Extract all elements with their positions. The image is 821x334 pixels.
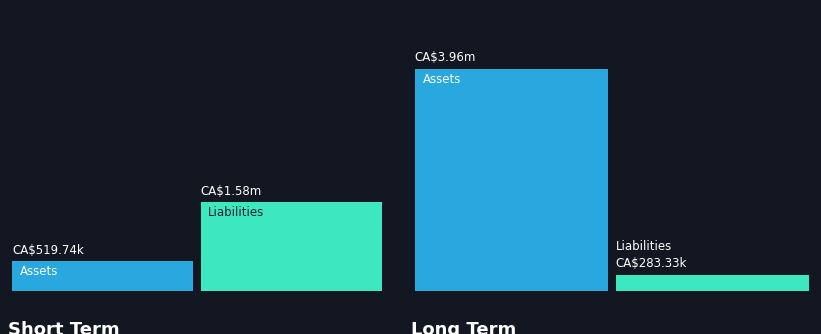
- Text: Liabilities: Liabilities: [616, 240, 672, 254]
- Text: Assets: Assets: [423, 73, 461, 86]
- Text: Liabilities: Liabilities: [209, 206, 264, 219]
- Text: CA$519.74k: CA$519.74k: [12, 244, 84, 257]
- Bar: [616, 275, 809, 291]
- Bar: [12, 262, 193, 291]
- Text: Assets: Assets: [20, 265, 58, 278]
- Text: Short Term: Short Term: [8, 321, 120, 334]
- Bar: [415, 69, 608, 291]
- Text: CA$3.96m: CA$3.96m: [415, 51, 476, 64]
- Text: CA$283.33k: CA$283.33k: [616, 257, 687, 270]
- Text: Long Term: Long Term: [410, 321, 516, 334]
- Bar: [201, 202, 382, 291]
- Text: CA$1.58m: CA$1.58m: [201, 185, 262, 198]
